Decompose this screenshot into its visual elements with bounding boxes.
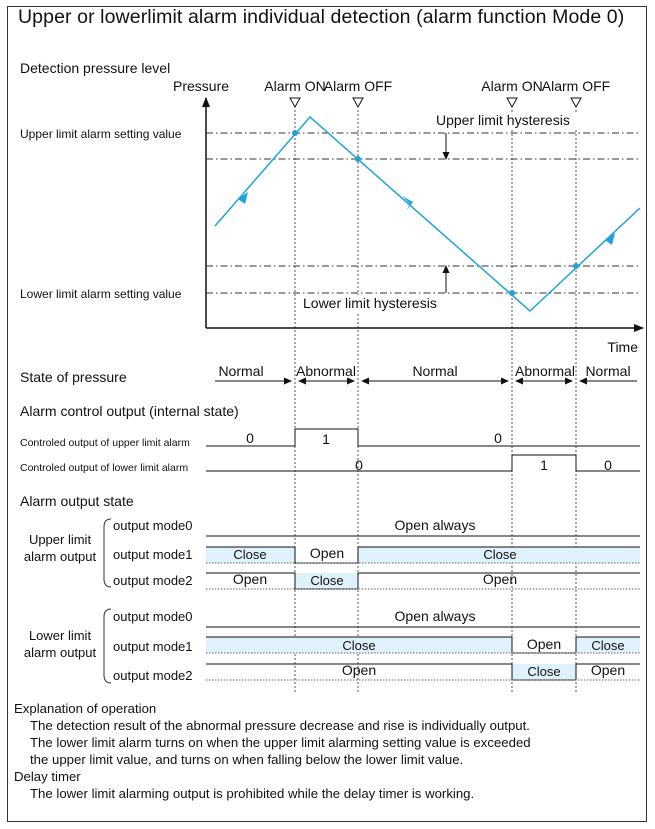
upper-setting-label: Upper limit alarm setting value <box>20 127 182 141</box>
explanation-line: The detection result of the abnormal pre… <box>30 718 530 733</box>
lower-setting-label: Lower limit alarm setting value <box>20 287 182 301</box>
upper-mode2-state-3: Open <box>483 571 517 587</box>
lower-group-bracket <box>103 608 112 684</box>
event-label-2: Alarm OFF <box>324 78 392 94</box>
pressure-direction-icon-1 <box>238 192 248 204</box>
y-axis-label: Pressure <box>173 78 229 94</box>
explanation-line: The lower limit alarm turns on when the … <box>30 735 531 750</box>
event-marker-icon-2 <box>352 97 364 109</box>
lower-mode2-state-1: Open <box>342 662 376 678</box>
pressure-direction-icon-3 <box>605 233 615 245</box>
lower-hysteresis-label-bg <box>298 295 458 312</box>
upper-mode0-state: Open always <box>395 517 476 533</box>
lower-mode0-label: output mode0 <box>113 609 193 624</box>
upper-group-bracket <box>103 518 112 588</box>
diagram-frame <box>7 6 647 822</box>
state-segment-5: Normal <box>585 363 630 379</box>
lower-group-label-line1: Lower limit <box>29 628 92 643</box>
explanation-line: the upper limit value, and turns on when… <box>30 752 464 767</box>
upper-group-label-line1: Upper limit <box>29 532 92 547</box>
lower-mode1-label: output mode1 <box>113 639 193 654</box>
event-marker-icon-1 <box>289 97 301 109</box>
upper-hysteresis-label: Upper limit hysteresis <box>436 112 570 128</box>
lower-control-signal <box>206 454 640 472</box>
upper-mode2-signal <box>206 572 640 590</box>
state-segment-2: Abnormal <box>296 363 356 379</box>
state-segment-3: Normal <box>412 363 457 379</box>
state-segment-1: Normal <box>218 363 263 379</box>
lower-mode0-state: Open always <box>395 608 476 624</box>
upper-mode2-state-2: Close <box>310 573 343 588</box>
lower-mode2-label: output mode2 <box>113 668 193 683</box>
event-marker-icon-4 <box>570 97 582 109</box>
x-axis-label: Time <box>607 339 638 355</box>
lower-mode1-state-1: Close <box>342 638 375 653</box>
lower-mode2-state-3: Open <box>591 662 625 678</box>
lower-mode2-state-2: Close <box>527 664 560 679</box>
upper-mode1-close-fill-1 <box>206 547 295 563</box>
upper-control-value-3: 0 <box>494 430 502 446</box>
control-section-label: Alarm control output (internal state) <box>20 403 239 419</box>
lower-hysteresis-label: Lower limit hysteresis <box>303 295 437 311</box>
upper-mode1-state-1: Close <box>233 547 266 562</box>
upper-mode1-state-2: Open <box>310 545 344 561</box>
lower-control-value-1: 0 <box>355 457 363 473</box>
crossing-points <box>292 130 579 296</box>
upper-mode1-state-3: Close <box>483 547 516 562</box>
lower-mode1-state-2: Open <box>527 636 561 652</box>
state-segment-4: Abnormal <box>515 363 575 379</box>
lower-mode2-signal <box>206 663 640 681</box>
pressure-curve <box>214 115 641 313</box>
lower-mode1-close-fill-1 <box>206 637 512 653</box>
event-label-1: Alarm ON <box>264 78 325 94</box>
output-section-label: Alarm output state <box>20 493 134 509</box>
time-marker-lines <box>294 110 577 693</box>
upper-mode2-close-fill <box>295 573 358 589</box>
upper-group-label-line2: alarm output <box>24 549 97 564</box>
upper-mode1-label: output mode1 <box>113 547 193 562</box>
explanation-heading: Explanation of operation <box>14 701 157 716</box>
lower-group-label-line2: alarm output <box>24 645 97 660</box>
upper-mode1-close-fill-2 <box>358 547 640 563</box>
upper-control-signal <box>206 428 640 447</box>
upper-control-value-2: 1 <box>322 431 330 447</box>
pressure-direction-icon-2 <box>402 196 413 211</box>
upper-control-value-1: 0 <box>246 430 254 446</box>
lower-mode2-close-fill <box>512 664 576 680</box>
control-lower-label: Controled output of lower limit alarm <box>20 462 188 474</box>
upper-mode2-label: output mode2 <box>113 573 193 588</box>
event-marker-icon-3 <box>506 97 518 109</box>
upper-hysteresis-label-bg <box>428 112 590 129</box>
lower-mode1-state-3: Close <box>591 638 624 653</box>
page-title: Upper or lowerlimit alarm individual det… <box>18 6 625 28</box>
event-label-4: Alarm OFF <box>542 78 610 94</box>
control-upper-label: Controled output of upper limit alarm <box>20 437 190 449</box>
lower-mode1-signal <box>206 636 640 654</box>
upper-mode2-state-1: Open <box>233 571 267 587</box>
lower-control-value-2: 1 <box>540 457 548 473</box>
delay-timer-text: The lower limit alarming output is prohi… <box>30 786 475 801</box>
event-label-3: Alarm ON <box>481 78 542 94</box>
delay-timer-heading: Delay timer <box>14 769 81 784</box>
graph-section-label: Detection pressure level <box>20 60 170 76</box>
explanation-block: Explanation of operation The detection r… <box>14 700 531 802</box>
upper-mode0-label: output mode0 <box>113 518 193 533</box>
state-label: State of pressure <box>20 369 127 385</box>
lower-control-value-3: 0 <box>604 457 612 473</box>
lower-mode1-close-fill-2 <box>576 637 640 653</box>
